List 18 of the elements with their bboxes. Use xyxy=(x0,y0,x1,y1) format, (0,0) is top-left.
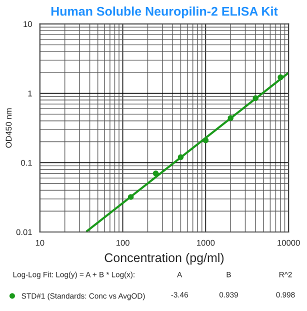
y-tick-label: 0.01 xyxy=(16,229,32,236)
y-tick-label: 0.1 xyxy=(21,160,32,166)
x-tick-label: 10 xyxy=(36,240,44,246)
chart-title: Human Soluble Neuropilin-2 ELISA Kit xyxy=(51,6,278,18)
y-axis-title: OD450 nm xyxy=(6,108,12,148)
point xyxy=(128,194,134,200)
point xyxy=(202,137,209,144)
y-tick-label: 10 xyxy=(24,21,32,28)
point xyxy=(228,115,234,121)
point xyxy=(152,170,159,176)
point xyxy=(252,95,258,102)
point xyxy=(278,74,284,80)
x-tick-label: 10000 xyxy=(278,240,300,246)
x-tick-label: 100 xyxy=(116,240,130,246)
y-tick-label: 1 xyxy=(28,90,32,96)
point xyxy=(178,154,184,160)
x-axis-title: Concentration (pg/ml) xyxy=(104,252,224,265)
x-tick-label: 1000 xyxy=(197,240,215,246)
